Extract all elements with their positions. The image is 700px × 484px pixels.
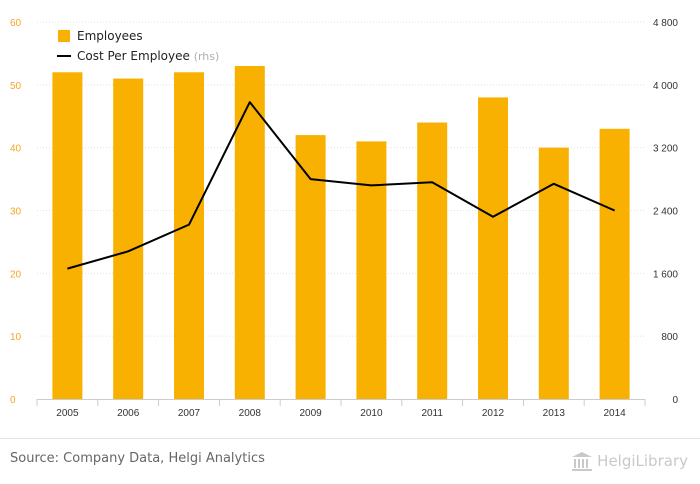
bar	[52, 72, 82, 399]
logo-text: HelgiLibrary	[597, 452, 688, 470]
y-right-tick-label: 0	[672, 395, 678, 406]
x-tick-label: 2006	[117, 408, 140, 419]
footer: Source: Company Data, Helgi Analytics He…	[0, 438, 700, 484]
bar	[296, 135, 326, 399]
y-right-tick-label: 1 600	[653, 269, 678, 280]
y-right-tick-label: 800	[661, 332, 678, 343]
bar	[417, 123, 447, 399]
bar	[478, 97, 508, 399]
x-tick-label: 2005	[56, 408, 79, 419]
x-tick-label: 2008	[239, 408, 262, 419]
x-axis: 2005 2006 2007 2008 2009 2010 2011 2012 2013 2014	[37, 399, 645, 419]
legend-rhs-note: (rhs)	[194, 50, 220, 63]
bar	[356, 141, 386, 399]
y-left-tick-label: 60	[10, 18, 22, 29]
y-right-tick-label: 4 000	[653, 81, 678, 92]
bar	[174, 72, 204, 399]
y-right-tick-label: 4 800	[653, 18, 678, 29]
legend-label-cost: Cost Per Employee (rhs)	[77, 49, 219, 63]
y-right-tick-label: 3 200	[653, 144, 678, 155]
legend: Employees Cost Per Employee (rhs)	[57, 29, 219, 63]
bar	[539, 148, 569, 399]
library-building-icon	[571, 451, 593, 471]
x-tick-label: 2010	[360, 408, 383, 419]
legend-swatch-employees	[58, 30, 70, 42]
legend-label-employees: Employees	[77, 29, 143, 43]
cost-per-employee-line	[67, 102, 614, 269]
line-series	[67, 102, 614, 269]
y-left-tick-label: 10	[10, 332, 22, 343]
y-left-tick-label: 40	[10, 144, 22, 155]
x-tick-label: 2014	[603, 408, 626, 419]
bar	[600, 129, 630, 399]
x-tick-label: 2007	[178, 408, 201, 419]
x-tick-label: 2012	[482, 408, 505, 419]
y-left-tick-label: 0	[10, 395, 16, 406]
y-left-tick-label: 30	[10, 207, 22, 218]
x-tick-label: 2013	[543, 408, 566, 419]
y-axis-left: 0 10 20 30 40 50 60	[10, 18, 22, 406]
helgi-library-logo[interactable]: HelgiLibrary	[571, 449, 688, 473]
bar-series	[52, 66, 629, 399]
y-left-tick-label: 20	[10, 269, 22, 280]
y-right-tick-label: 2 400	[653, 207, 678, 218]
y-axis-right: 0 800 1 600 2 400 3 200 4 000 4 800	[653, 18, 678, 406]
x-tick-label: 2011	[421, 408, 443, 419]
x-tick-label: 2009	[299, 408, 322, 419]
y-left-tick-label: 50	[10, 81, 22, 92]
source-note: Source: Company Data, Helgi Analytics	[10, 451, 265, 466]
bar	[113, 79, 143, 399]
